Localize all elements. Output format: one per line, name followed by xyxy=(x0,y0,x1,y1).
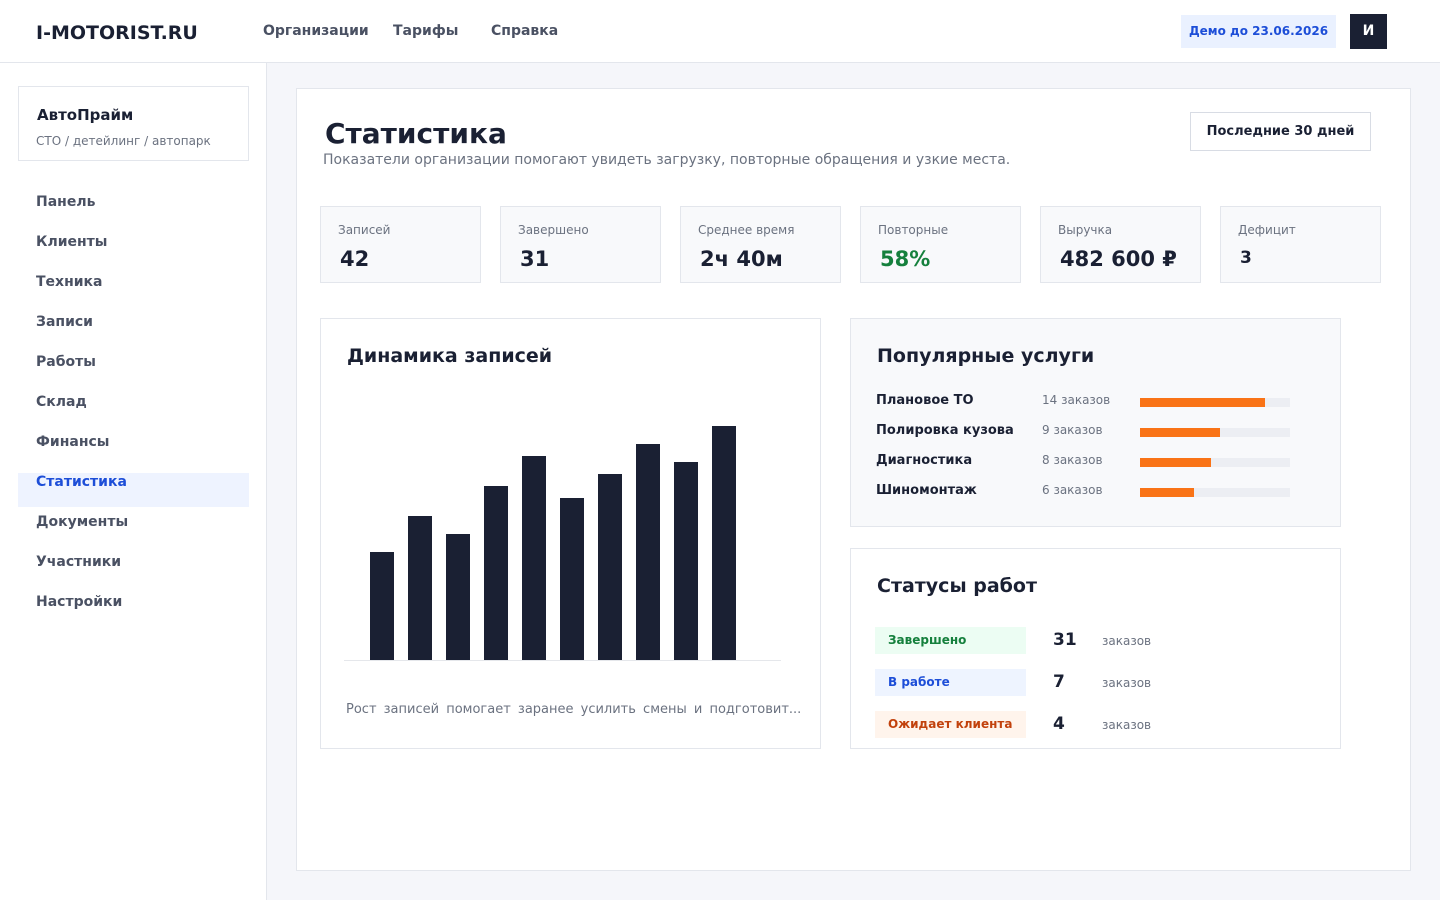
nav-link[interactable]: Организации xyxy=(263,23,369,39)
service-name: Диагностика xyxy=(876,453,973,468)
kpi-card xyxy=(320,206,481,283)
page-title: Статистика xyxy=(325,117,507,150)
service-track xyxy=(1140,488,1290,497)
status-title: Статусы работ xyxy=(877,575,1037,597)
kpi-value: 2ч 40м xyxy=(700,247,783,271)
bar xyxy=(484,486,508,660)
bar xyxy=(446,534,470,660)
chart-title: Динамика записей xyxy=(347,345,553,367)
service-count: 6 заказов xyxy=(1042,483,1103,497)
status-unit: заказов xyxy=(1102,718,1152,732)
service-bar xyxy=(1140,458,1212,467)
service-count: 14 заказов xyxy=(1042,393,1111,407)
bar xyxy=(712,426,736,660)
service-bar xyxy=(1140,488,1194,497)
menu-item[interactable]: Настройки xyxy=(36,594,123,610)
service-name: Полировка кузова xyxy=(876,423,1014,438)
status-count: 4 xyxy=(1053,714,1065,734)
kpi-label: Повторные xyxy=(878,223,949,237)
service-bar xyxy=(1140,428,1221,437)
status-pill: В работе xyxy=(875,669,1026,696)
status-unit: заказов xyxy=(1102,676,1152,690)
service-name: Шиномонтаж xyxy=(876,483,977,498)
kpi-value: 31 xyxy=(520,247,550,271)
kpi-card xyxy=(680,206,841,283)
kpi-label: Завершено xyxy=(518,223,589,237)
bar xyxy=(636,444,660,660)
page-subtitle: Показатели организации помогают увидеть … xyxy=(323,152,1011,168)
kpi-label: Дефицит xyxy=(1238,223,1296,237)
chart xyxy=(344,426,781,661)
kpi-card xyxy=(1220,206,1381,283)
kpi-value: 42 xyxy=(340,247,370,271)
menu-item[interactable]: Техника xyxy=(36,274,103,290)
bar xyxy=(370,552,394,660)
kpi-value: 482 600 ₽ xyxy=(1060,247,1177,271)
period-select[interactable]: Последние 30 дней xyxy=(1190,112,1371,151)
status-count: 7 xyxy=(1053,672,1065,692)
menu-item[interactable]: Склад xyxy=(36,394,87,410)
menu-item[interactable]: Статистика xyxy=(36,474,127,490)
menu-active-bg xyxy=(18,473,249,507)
bar xyxy=(674,462,698,660)
bar xyxy=(598,474,622,660)
bar xyxy=(560,498,584,660)
service-bar xyxy=(1140,398,1265,407)
nav-link[interactable]: Справка xyxy=(491,23,559,39)
menu-item[interactable]: Клиенты xyxy=(36,234,108,250)
kpi-card xyxy=(1040,206,1201,283)
menu-item[interactable]: Работы xyxy=(36,354,96,370)
org-name: АвтоПрайм xyxy=(37,106,134,124)
chart-caption: Рост записей помогает заранее усилить см… xyxy=(346,702,802,717)
status-unit: заказов xyxy=(1102,634,1152,648)
menu-item[interactable]: Документы xyxy=(36,514,129,530)
kpi-label: Среднее время xyxy=(698,223,795,237)
bar xyxy=(408,516,432,660)
service-name: Плановое ТО xyxy=(876,393,974,408)
status-pill: Завершено xyxy=(875,627,1026,654)
logo[interactable]: I-MOTORIST.RU xyxy=(36,22,198,44)
kpi-card xyxy=(860,206,1021,283)
menu-item[interactable]: Участники xyxy=(36,554,122,570)
demo-badge: Демо до 23.06.2026 xyxy=(1181,15,1336,48)
nav-link[interactable]: Тарифы xyxy=(393,23,459,39)
kpi-card xyxy=(500,206,661,283)
status-pill: Ожидает клиента xyxy=(875,711,1026,738)
org-desc: СТО / детейлинг / автопарк xyxy=(36,134,211,148)
bar xyxy=(522,456,546,660)
avatar[interactable]: И xyxy=(1350,14,1387,49)
org-card xyxy=(18,86,249,161)
menu-item[interactable]: Панель xyxy=(36,194,96,210)
menu-item[interactable]: Финансы xyxy=(36,434,110,450)
services-title: Популярные услуги xyxy=(877,345,1095,367)
kpi-label: Выручка xyxy=(1058,223,1113,237)
service-count: 9 заказов xyxy=(1042,423,1103,437)
service-count: 8 заказов xyxy=(1042,453,1103,467)
kpi-value: 3 xyxy=(1240,248,1252,268)
kpi-value: 58% xyxy=(880,247,931,271)
menu-item[interactable]: Записи xyxy=(36,314,93,330)
kpi-label: Записей xyxy=(338,223,391,237)
status-count: 31 xyxy=(1053,630,1077,650)
service-track xyxy=(1140,458,1290,467)
